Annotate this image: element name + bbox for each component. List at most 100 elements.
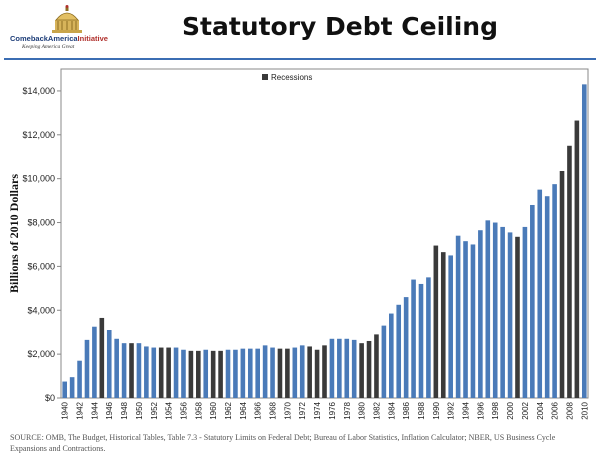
x-tick-label: 1986 [402, 401, 411, 419]
bar-1959 [203, 349, 209, 398]
y-tick-label: $6,000 [27, 261, 55, 271]
bar-1987 [411, 279, 416, 398]
bar-2002 [522, 226, 528, 398]
x-tick-label: 1968 [269, 401, 278, 419]
x-tick-label: 1966 [254, 401, 263, 419]
bar-2003 [530, 204, 535, 398]
x-tick-label: 1990 [432, 401, 441, 419]
x-tick-label: 1950 [135, 401, 144, 419]
x-tick-label: 1976 [328, 401, 337, 419]
bar-1963 [233, 349, 238, 398]
y-tick-label: $4,000 [27, 305, 55, 315]
bar-1981 [366, 340, 372, 398]
x-tick-label: 1958 [194, 401, 203, 419]
bar-1982 [374, 334, 379, 398]
bar-1977 [337, 338, 342, 398]
logo-brand: ComebackAmericaInitiative [10, 34, 108, 43]
bar-1983 [381, 325, 387, 398]
bar-2004 [537, 189, 543, 398]
bar-1941 [69, 377, 75, 398]
debt-ceiling-chart: $0 $2,000 $4,000 $6,000 $8,000 $10,000 $12,000… [7, 68, 590, 420]
bar-1986 [403, 297, 409, 398]
bar-1989 [426, 277, 431, 398]
bar-1990 [433, 245, 439, 398]
x-tick-label: 1956 [179, 401, 188, 419]
x-tick-label: 1954 [165, 401, 174, 419]
x-axis: 1940 1942 1944 1946 1948 1950 1952 1954 1956 1958… [61, 401, 590, 419]
bar-1943 [84, 339, 90, 398]
bar-1999 [500, 226, 505, 398]
page-title: Statutory Debt Ceiling [182, 12, 498, 41]
bar-1973 [307, 346, 312, 398]
x-tick-label: 1994 [462, 401, 471, 419]
bar-2001 [515, 236, 520, 398]
bar-2007 [559, 170, 565, 398]
bar-1969 [277, 348, 283, 398]
bar-2010 [581, 84, 587, 398]
bar-1994 [463, 241, 468, 398]
x-tick-label: 1946 [105, 401, 114, 419]
bar-1961 [218, 350, 223, 398]
bars [62, 84, 587, 398]
bar-1997 [485, 220, 491, 398]
bar-1966 [255, 348, 260, 398]
bar-1951 [144, 346, 149, 398]
x-tick-label: 1978 [343, 401, 352, 419]
y-tick-label: $10,000 [22, 174, 55, 184]
y-axis: $0 $2,000 $4,000 $6,000 $8,000 $10,000 $12,000… [22, 86, 61, 403]
bar-1971 [292, 347, 298, 398]
y-tick-label: $8,000 [27, 218, 55, 228]
legend-label: Recessions [271, 73, 312, 82]
x-tick-label: 1992 [447, 401, 456, 419]
bar-1980 [359, 343, 364, 398]
bar-1998 [492, 222, 498, 398]
x-tick-label: 2000 [506, 401, 515, 419]
y-axis-label: Billions of 2010 Dollars [7, 174, 21, 293]
x-tick-label: 1944 [90, 401, 99, 419]
bar-1992 [448, 255, 453, 398]
x-tick-label: 1998 [491, 401, 500, 419]
x-tick-label: 1942 [76, 401, 85, 419]
x-tick-label: 2002 [521, 401, 530, 419]
x-tick-label: 1964 [239, 401, 248, 419]
logo-tagline: Keeping America Great [22, 44, 75, 50]
y-tick-label: $12,000 [22, 130, 55, 140]
bar-2009 [574, 120, 580, 398]
bar-1988 [418, 283, 424, 398]
x-tick-label: 1996 [476, 401, 485, 419]
bar-1962 [225, 349, 231, 398]
bar-1960 [210, 350, 216, 398]
bar-2005 [544, 196, 550, 398]
bar-1952 [151, 347, 157, 398]
bar-1950 [136, 343, 142, 398]
y-tick-label: $2,000 [27, 349, 55, 359]
bar-1975 [322, 345, 327, 398]
x-tick-label: 1988 [417, 401, 426, 419]
bar-1968 [270, 347, 275, 398]
bar-2000 [507, 232, 513, 398]
x-tick-label: 1980 [358, 401, 367, 419]
bar-1942 [77, 360, 82, 398]
bar-1957 [188, 350, 194, 398]
x-tick-label: 2008 [565, 401, 574, 419]
bar-1996 [478, 230, 483, 398]
bar-1945 [99, 317, 105, 398]
bar-1991 [440, 252, 446, 398]
bar-1984 [389, 313, 394, 398]
x-tick-label: 1960 [209, 401, 218, 419]
bar-1964 [240, 348, 246, 398]
bar-1970 [285, 348, 290, 398]
bar-1965 [247, 348, 253, 398]
x-tick-label: 2004 [536, 401, 545, 419]
legend: Recessions [262, 73, 312, 82]
x-tick-label: 1940 [61, 401, 70, 419]
bar-1979 [351, 339, 357, 398]
logo-brand-main: ComebackAmerica [10, 34, 78, 43]
logo: ComebackAmericaInitiative Keeping Americ… [8, 4, 126, 54]
bar-1976 [329, 338, 335, 398]
bar-1972 [299, 345, 305, 398]
bar-1993 [455, 235, 461, 398]
x-tick-label: 1974 [313, 401, 322, 419]
y-tick-label: $14,000 [22, 86, 55, 96]
bar-1954 [166, 347, 171, 398]
